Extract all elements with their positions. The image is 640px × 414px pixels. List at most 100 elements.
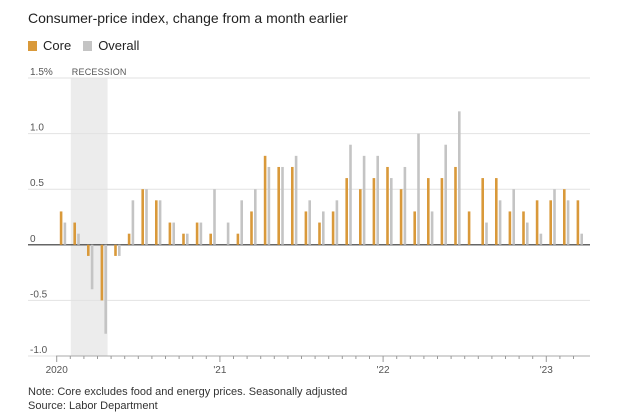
bar-core	[263, 155, 267, 245]
recession-band	[70, 78, 108, 356]
bar-overall	[390, 178, 393, 245]
bar-core	[331, 211, 335, 245]
bar-core	[209, 233, 212, 245]
bar-overall	[485, 222, 488, 245]
bar-overall	[226, 222, 230, 245]
bar-core	[427, 178, 430, 245]
bar-core	[141, 189, 144, 245]
bar-core	[508, 211, 512, 245]
bar-overall	[172, 222, 175, 245]
chart-footnote: Note: Core excludes food and energy pric…	[28, 385, 347, 413]
bar-core	[195, 222, 199, 245]
x-tick-label: '21	[213, 365, 226, 376]
bar-overall	[376, 155, 379, 245]
x-tick-label: '23	[540, 365, 553, 376]
bar-overall	[145, 189, 148, 245]
bar-core	[291, 166, 294, 245]
bar-overall	[444, 144, 447, 245]
bar-overall	[512, 189, 515, 245]
y-tick-label: 1.0	[30, 123, 44, 134]
y-tick-label: 0	[30, 234, 36, 245]
bar-overall	[77, 233, 80, 245]
bar-core	[100, 244, 104, 301]
bar-core	[481, 178, 484, 245]
legend-label-core: Core	[43, 38, 72, 53]
bar-core	[155, 200, 158, 245]
bar-overall	[281, 166, 284, 245]
bar-overall	[335, 200, 339, 245]
bar-overall	[322, 211, 325, 245]
bar-overall	[254, 189, 257, 245]
bar-overall	[526, 222, 529, 245]
bar-core	[168, 222, 172, 245]
bar-core	[399, 189, 403, 245]
bar-core	[114, 244, 117, 256]
bar-overall	[267, 166, 271, 245]
bar-core	[467, 211, 471, 245]
bar-overall	[240, 200, 243, 245]
bar-overall	[63, 222, 67, 245]
bar-overall	[580, 233, 583, 245]
bar-core	[454, 166, 457, 245]
bar-core	[386, 166, 389, 245]
bar-core	[87, 244, 90, 256]
y-tick-label: 1.5%	[30, 67, 53, 78]
bar-core	[549, 200, 552, 245]
legend-label-overall: Overall	[98, 38, 140, 53]
bar-core	[236, 233, 240, 245]
bar-overall	[417, 133, 420, 245]
bar-core	[59, 211, 63, 245]
bar-overall	[539, 233, 543, 245]
x-tick-label: '22	[377, 365, 390, 376]
note-text: Note: Core excludes food and energy pric…	[28, 386, 348, 398]
bar-overall	[566, 200, 570, 245]
bar-core	[413, 211, 416, 245]
bar-core	[127, 233, 131, 245]
source-text: Source: Labor Department	[28, 400, 158, 412]
bar-core	[318, 222, 321, 245]
bar-overall	[213, 189, 216, 245]
bar-overall	[294, 155, 298, 245]
bar-overall	[199, 222, 203, 245]
bar-overall	[158, 200, 162, 245]
bar-overall	[90, 244, 94, 290]
legend-swatch-core	[28, 40, 37, 51]
bar-overall	[362, 155, 366, 245]
chart-legend: Core Overall	[28, 38, 151, 53]
legend-item-core: Core	[28, 38, 71, 53]
bar-core	[372, 178, 376, 245]
bar-overall	[458, 111, 461, 245]
bar-overall	[308, 200, 311, 245]
chart-title: Consumer-price index, change from a mont…	[28, 10, 348, 26]
y-tick-label: -1.0	[30, 345, 48, 356]
bar-core	[495, 178, 498, 245]
bar-core	[73, 222, 76, 245]
bar-core	[535, 200, 539, 245]
x-tick-label: 2020	[46, 365, 69, 376]
bar-overall	[403, 166, 407, 245]
bar-core	[440, 178, 444, 245]
bar-overall	[498, 200, 502, 245]
bar-core	[304, 211, 308, 245]
legend-swatch-overall	[83, 40, 93, 51]
bar-chart: RECESSION 1.5% 1.0 0.5 0 -0.5 -1.0 2020 '21 '22 '2…	[28, 67, 590, 376]
bar-overall	[430, 211, 434, 245]
y-tick-label: -0.5	[30, 289, 48, 300]
bar-overall	[186, 233, 189, 245]
bar-core	[250, 211, 253, 245]
bar-core	[576, 200, 580, 245]
bar-core	[359, 189, 362, 245]
y-tick-label: 0.5	[30, 178, 44, 189]
bar-core	[345, 178, 348, 245]
bar-overall	[104, 244, 107, 334]
bar-core	[522, 211, 525, 245]
bar-overall	[118, 244, 121, 256]
bar-overall	[553, 189, 556, 245]
bar-overall	[131, 200, 135, 245]
bar-core	[277, 166, 280, 245]
bar-core	[182, 233, 185, 245]
legend-item-overall: Overall	[83, 38, 139, 53]
recession-label: RECESSION	[72, 67, 127, 77]
bar-overall	[349, 144, 352, 245]
bar-core	[563, 189, 566, 245]
